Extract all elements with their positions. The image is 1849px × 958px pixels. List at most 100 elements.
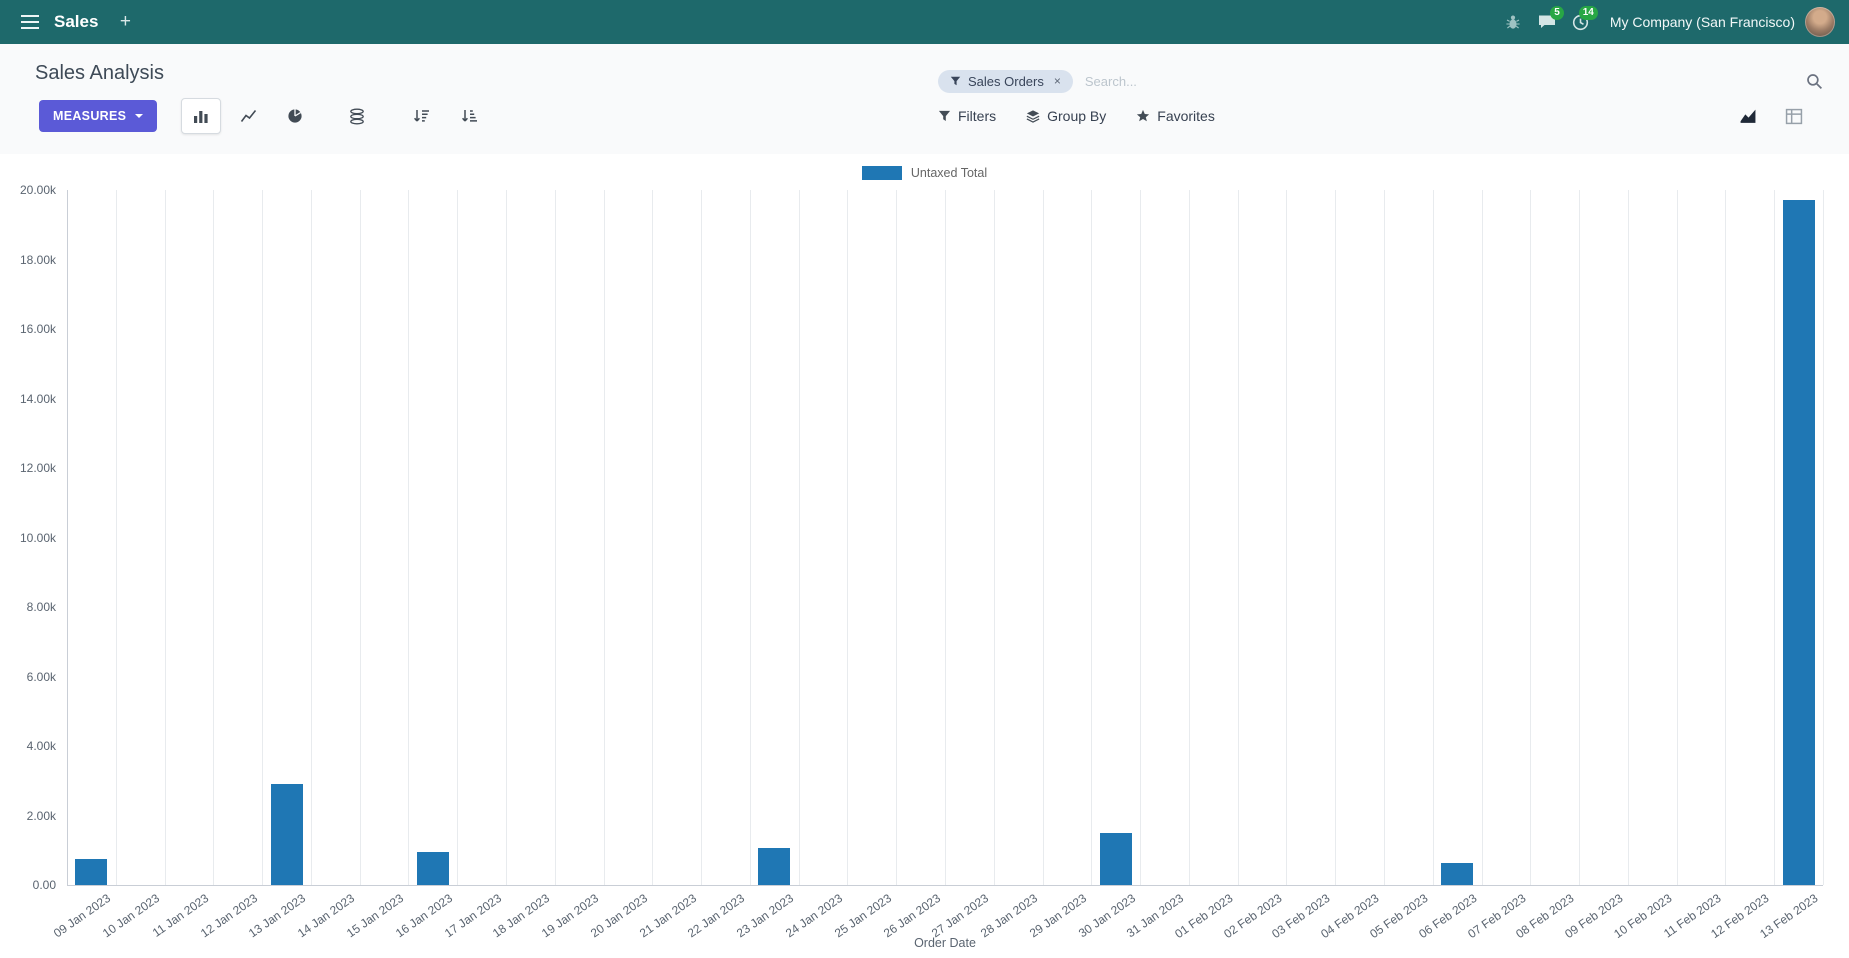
gridline [1091,190,1093,885]
group-by-layers-icon [1026,109,1040,123]
y-tick-label: 18.00k [19,252,56,267]
gridline [164,190,166,885]
new-record-plus-icon[interactable]: + [119,11,131,32]
navbar-systray: 5 14 My Company (San Francisco) [1496,0,1849,44]
gridline [1335,190,1337,885]
gridline [1286,190,1288,885]
search-icon[interactable] [1806,73,1823,90]
chart-legend[interactable]: Untaxed Total [0,166,1849,180]
user-avatar[interactable] [1805,7,1835,37]
gridline [1237,190,1239,885]
page-title: Sales Analysis [35,62,164,84]
gridline [1579,190,1581,885]
app-name[interactable]: Sales [54,12,99,31]
y-tick-label: 2.00k [26,808,56,823]
search-bar[interactable]: Sales Orders × Search... [938,64,1823,98]
group-by-label: Group By [1047,108,1107,124]
sort-ascending-button[interactable] [449,98,489,134]
gridline [1530,190,1532,885]
favorites-button[interactable]: Favorites [1136,108,1215,124]
gridline [213,190,215,885]
pivot-table-icon [1785,108,1803,124]
graph-view: Untaxed Total 0.00 2.00k 4.00k 6.00k 8.00k 10… [0,154,1849,958]
star-icon [1136,109,1150,123]
gridline [506,190,507,885]
stacked-toggle-button[interactable] [337,98,377,134]
view-switchers [1727,98,1815,134]
sort-descending-button[interactable] [401,98,441,134]
gridline [310,190,312,885]
gridline [749,190,751,885]
legend-label: Untaxed Total [910,166,988,180]
line-chart-button[interactable] [228,98,268,134]
gridline [1140,190,1142,885]
y-tick-label: 10.00k [19,530,56,545]
messages-icon[interactable]: 5 [1530,0,1564,44]
y-tick-label: 6.00k [26,669,56,684]
bar-chart-icon [194,111,208,123]
pie-chart-icon [288,109,302,123]
bar[interactable] [1099,832,1132,885]
bar[interactable] [758,847,791,885]
facet-remove-icon[interactable]: × [1053,74,1061,88]
gridline [1627,190,1629,885]
gridline [652,190,654,885]
gridline [1481,190,1483,885]
y-tick-label: 14.00k [19,391,56,406]
chevron-down-icon [135,114,144,118]
gridline [847,190,849,885]
search-input[interactable]: Search... [1084,73,1137,89]
bar[interactable] [1782,200,1815,885]
search-facet-label: Sales Orders [968,73,1044,89]
search-facet[interactable]: Sales Orders × [938,69,1073,93]
apps-menu-icon[interactable] [10,0,50,44]
gridline [701,190,703,885]
x-axis-title: Order Date [914,936,976,950]
gridline [945,190,946,885]
gridline [1774,190,1776,885]
top-navbar: Sales + 5 14 My Company (San Francisco) [0,0,1849,44]
group-by-button[interactable]: Group By [1026,108,1106,124]
filters-label: Filters [958,108,997,124]
filters-button[interactable]: Filters [938,108,996,124]
y-tick-label: 8.00k [26,600,56,614]
chart-toolbar: MEASURES [39,98,489,134]
graph-view-button[interactable] [1727,99,1769,133]
gridline [896,190,898,885]
measures-button[interactable]: MEASURES [39,100,158,132]
bar[interactable] [416,852,449,885]
gridline [1384,190,1385,885]
activities-clock-icon[interactable]: 14 [1564,0,1598,44]
sort-ascending-icon [461,110,477,122]
gridline [1042,190,1044,885]
gridline [262,190,264,885]
gridline [1432,190,1434,885]
bar[interactable] [1441,862,1474,885]
gridline [798,190,800,885]
bar[interactable] [270,784,303,885]
gridline [1188,190,1190,885]
gridline [603,190,605,885]
pie-chart-button[interactable] [275,98,315,134]
chart-type-group [181,98,315,134]
filter-funnel-icon [950,76,961,85]
gridline [457,190,459,885]
stacked-database-icon [350,108,365,124]
company-switcher[interactable]: My Company (San Francisco) [1609,14,1795,30]
bar-chart-button[interactable] [181,98,222,134]
pivot-view-button[interactable] [1773,99,1815,133]
debug-bug-icon[interactable] [1496,0,1530,44]
area-chart-icon [1740,109,1756,123]
bar[interactable] [75,858,108,885]
search-options: Filters Group By Favorites [938,98,1215,134]
y-tick-label: 4.00k [26,739,56,753]
gridline [1725,190,1727,885]
line-chart-icon [240,110,256,122]
navbar-left: Sales + [0,0,140,44]
filter-funnel-icon [938,110,951,123]
gridline [554,190,556,885]
gridline [359,190,361,885]
sort-group [401,98,489,134]
gridline [408,190,410,885]
y-tick-label: 16.00k [19,322,56,336]
